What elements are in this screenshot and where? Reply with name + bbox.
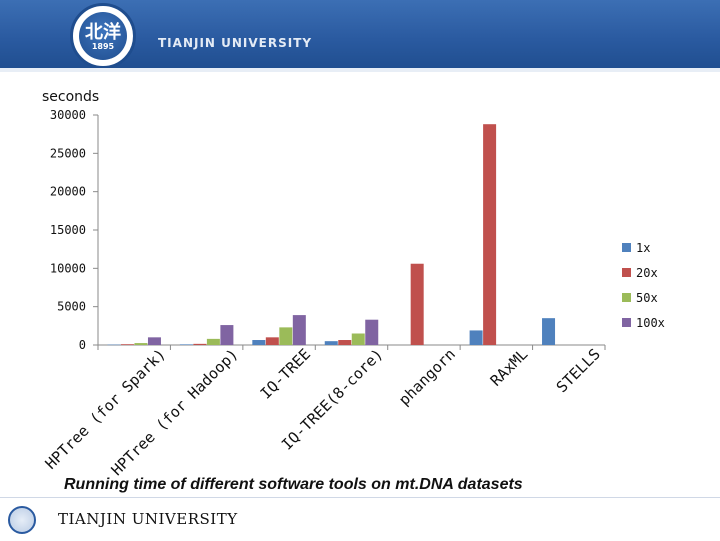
y-tick-label: 10000: [50, 261, 86, 275]
logo-seal: 北洋 1895: [79, 12, 127, 60]
legend-label: 50x: [636, 291, 658, 305]
x-tick-label: HPTree (for Hadoop): [108, 345, 242, 479]
bar-100x-3: [365, 319, 379, 345]
legend-swatch-50x: [622, 293, 631, 302]
y-tick-label: 5000: [57, 300, 86, 314]
bar-50x-0: [134, 343, 148, 345]
chart-title: Running time of different software tools…: [64, 476, 523, 493]
bar-1x-6: [542, 318, 556, 345]
bar-100x-1: [220, 325, 234, 345]
legend-label: 20x: [636, 266, 658, 280]
footer-logo: [8, 506, 36, 534]
bar-1x-5: [469, 330, 483, 345]
x-tick-labels: HPTree (for Spark)HPTree (for Hadoop) IQ-…: [42, 345, 604, 479]
x-tick-label: IQ-TREE: [257, 345, 314, 402]
x-tick-label: STELLS: [553, 345, 604, 396]
bar-20x-3: [338, 340, 352, 345]
bar-1x-0: [107, 344, 121, 346]
bar-20x-2: [265, 337, 279, 345]
x-tick-label: phangorn: [395, 345, 459, 409]
bars: [107, 124, 556, 346]
bar-1x-1: [179, 344, 193, 345]
legend-swatch-20x: [622, 268, 631, 277]
legend-label: 1x: [636, 241, 650, 255]
bar-20x-5: [483, 124, 497, 345]
x-axis: [97, 344, 606, 350]
legend: 1x 20x 50x 100x: [622, 241, 665, 330]
university-logo: 北洋 1895: [70, 3, 136, 69]
logo-text: 北洋: [85, 22, 121, 43]
logo-year: 1895: [91, 42, 115, 51]
header-stripe: [0, 68, 720, 72]
x-tick-label: HPTree (for Spark): [42, 345, 170, 473]
y-tick-label: 20000: [50, 185, 86, 199]
legend-swatch-100x: [622, 318, 631, 327]
bar-20x-1: [193, 343, 207, 345]
y-tick-label: 25000: [50, 146, 86, 160]
header-university-name: TIANJIN UNIVERSITY: [158, 36, 313, 50]
bar-50x-2: [279, 327, 293, 345]
legend-swatch-1x: [622, 243, 631, 252]
bar-1x-2: [252, 340, 266, 345]
y-axis-label: seconds: [42, 89, 99, 105]
legend-label: 100x: [636, 316, 665, 330]
y-tick-label: 15000: [50, 223, 86, 237]
header-banner: 北洋 1895 TIANJIN UNIVERSITY: [0, 0, 720, 72]
bar-50x-3: [351, 333, 365, 345]
y-tick-label: 30000: [50, 108, 86, 122]
bar-100x-0: [147, 337, 161, 345]
footer: TIANJIN UNIVERSITY: [0, 497, 720, 541]
y-tick-label: 0: [79, 338, 86, 352]
bar-20x-0: [120, 344, 134, 345]
y-axis: 0 5000 10000 15000 20000 25000 30000: [50, 108, 99, 352]
bar-50x-1: [206, 338, 220, 345]
bar-chart: seconds 0 5000 10000 15000 20000 25000 30000 H…: [42, 89, 665, 479]
x-tick-label: RAxML: [487, 345, 532, 390]
footer-university-name: TIANJIN UNIVERSITY: [58, 510, 238, 528]
bar-20x-4: [410, 263, 424, 345]
bar-100x-2: [292, 315, 306, 345]
bar-1x-3: [324, 341, 338, 345]
